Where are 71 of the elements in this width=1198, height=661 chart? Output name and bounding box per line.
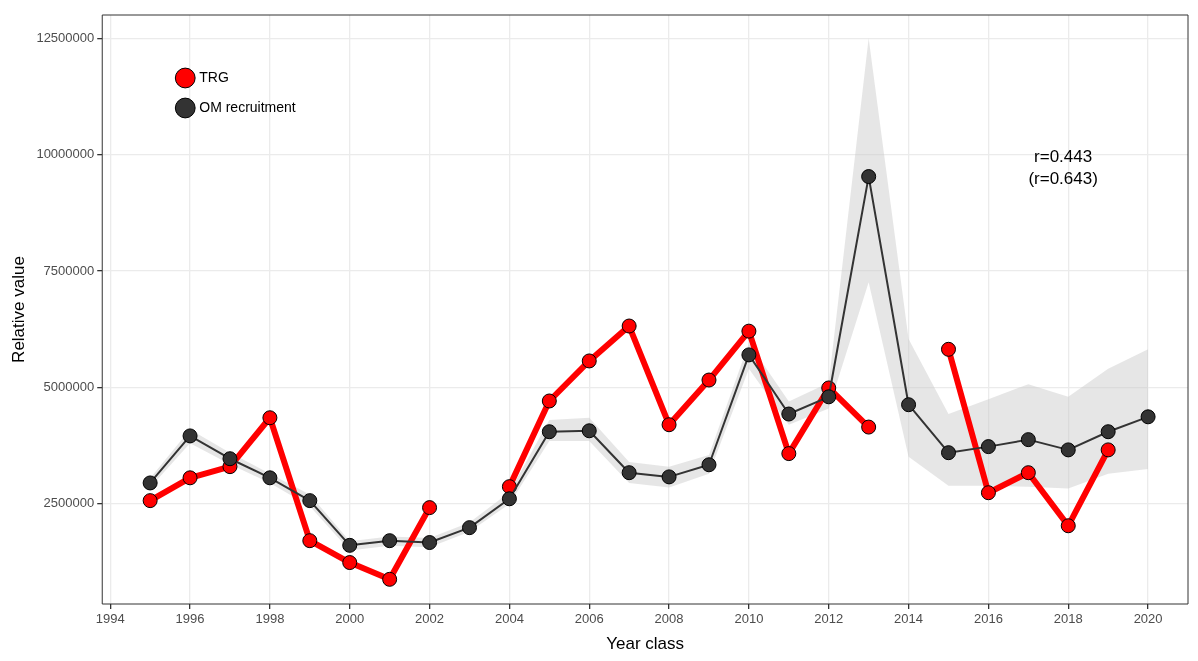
point <box>621 465 637 481</box>
x-tick-label: 2020 <box>1133 611 1163 627</box>
y-tick-label: 7500000 <box>43 262 95 278</box>
point <box>1100 442 1116 458</box>
point <box>980 439 996 455</box>
point <box>861 169 877 185</box>
point <box>861 419 877 435</box>
y-tick-label: 10000000 <box>36 146 95 162</box>
point <box>142 493 158 509</box>
point <box>821 389 837 405</box>
point <box>342 555 358 571</box>
point <box>422 500 438 516</box>
point <box>701 457 717 473</box>
point <box>581 353 597 369</box>
x-tick-label: 2018 <box>1053 611 1083 627</box>
point <box>382 533 398 549</box>
point <box>940 445 956 461</box>
point <box>741 347 757 363</box>
point <box>541 393 557 409</box>
x-tick-label: 2000 <box>335 611 365 627</box>
point <box>940 341 956 357</box>
annotation: r=0.443 <box>1034 146 1093 166</box>
point <box>1060 442 1076 458</box>
point <box>1140 409 1156 425</box>
point <box>262 410 278 426</box>
point <box>422 535 438 551</box>
point <box>182 470 198 486</box>
x-tick-label: 2010 <box>734 611 764 627</box>
x-axis-title: Year class <box>606 634 685 654</box>
point <box>1020 432 1036 448</box>
point <box>501 491 517 507</box>
point <box>182 428 198 444</box>
legend-label: OM recruitment <box>199 98 296 115</box>
point <box>262 470 278 486</box>
annotation: (r=0.643) <box>1028 168 1098 188</box>
point <box>142 475 158 491</box>
legend-label: TRG <box>199 68 229 85</box>
x-tick-label: 2002 <box>415 611 445 627</box>
x-tick-label: 2012 <box>814 611 844 627</box>
point <box>1060 518 1076 534</box>
point <box>661 469 677 485</box>
x-tick-label: 1998 <box>255 611 285 627</box>
point <box>302 533 318 549</box>
y-tick-label: 2500000 <box>43 495 95 511</box>
point <box>581 423 597 439</box>
point <box>382 571 398 587</box>
x-tick-label: 1994 <box>95 611 125 627</box>
x-tick-label: 2004 <box>494 611 524 627</box>
point <box>901 397 917 413</box>
y-tick-label: 12500000 <box>36 29 95 45</box>
y-axis-title: Relative value <box>8 256 28 363</box>
point <box>1100 424 1116 440</box>
point <box>980 485 996 501</box>
point <box>1020 465 1036 481</box>
x-tick-label: 2006 <box>574 611 604 627</box>
point <box>342 537 358 553</box>
point <box>222 451 238 467</box>
y-tick-label: 5000000 <box>43 379 95 395</box>
point <box>781 446 797 462</box>
point <box>661 417 677 433</box>
x-tick-label: 2008 <box>654 611 684 627</box>
x-tick-label: 2016 <box>973 611 1003 627</box>
point <box>621 318 637 334</box>
point <box>541 424 557 440</box>
point <box>701 372 717 388</box>
point <box>461 520 477 536</box>
x-tick-label: 1996 <box>175 611 205 627</box>
point <box>302 493 318 509</box>
x-tick-label: 2014 <box>894 611 924 627</box>
point <box>781 406 797 422</box>
point <box>741 323 757 339</box>
